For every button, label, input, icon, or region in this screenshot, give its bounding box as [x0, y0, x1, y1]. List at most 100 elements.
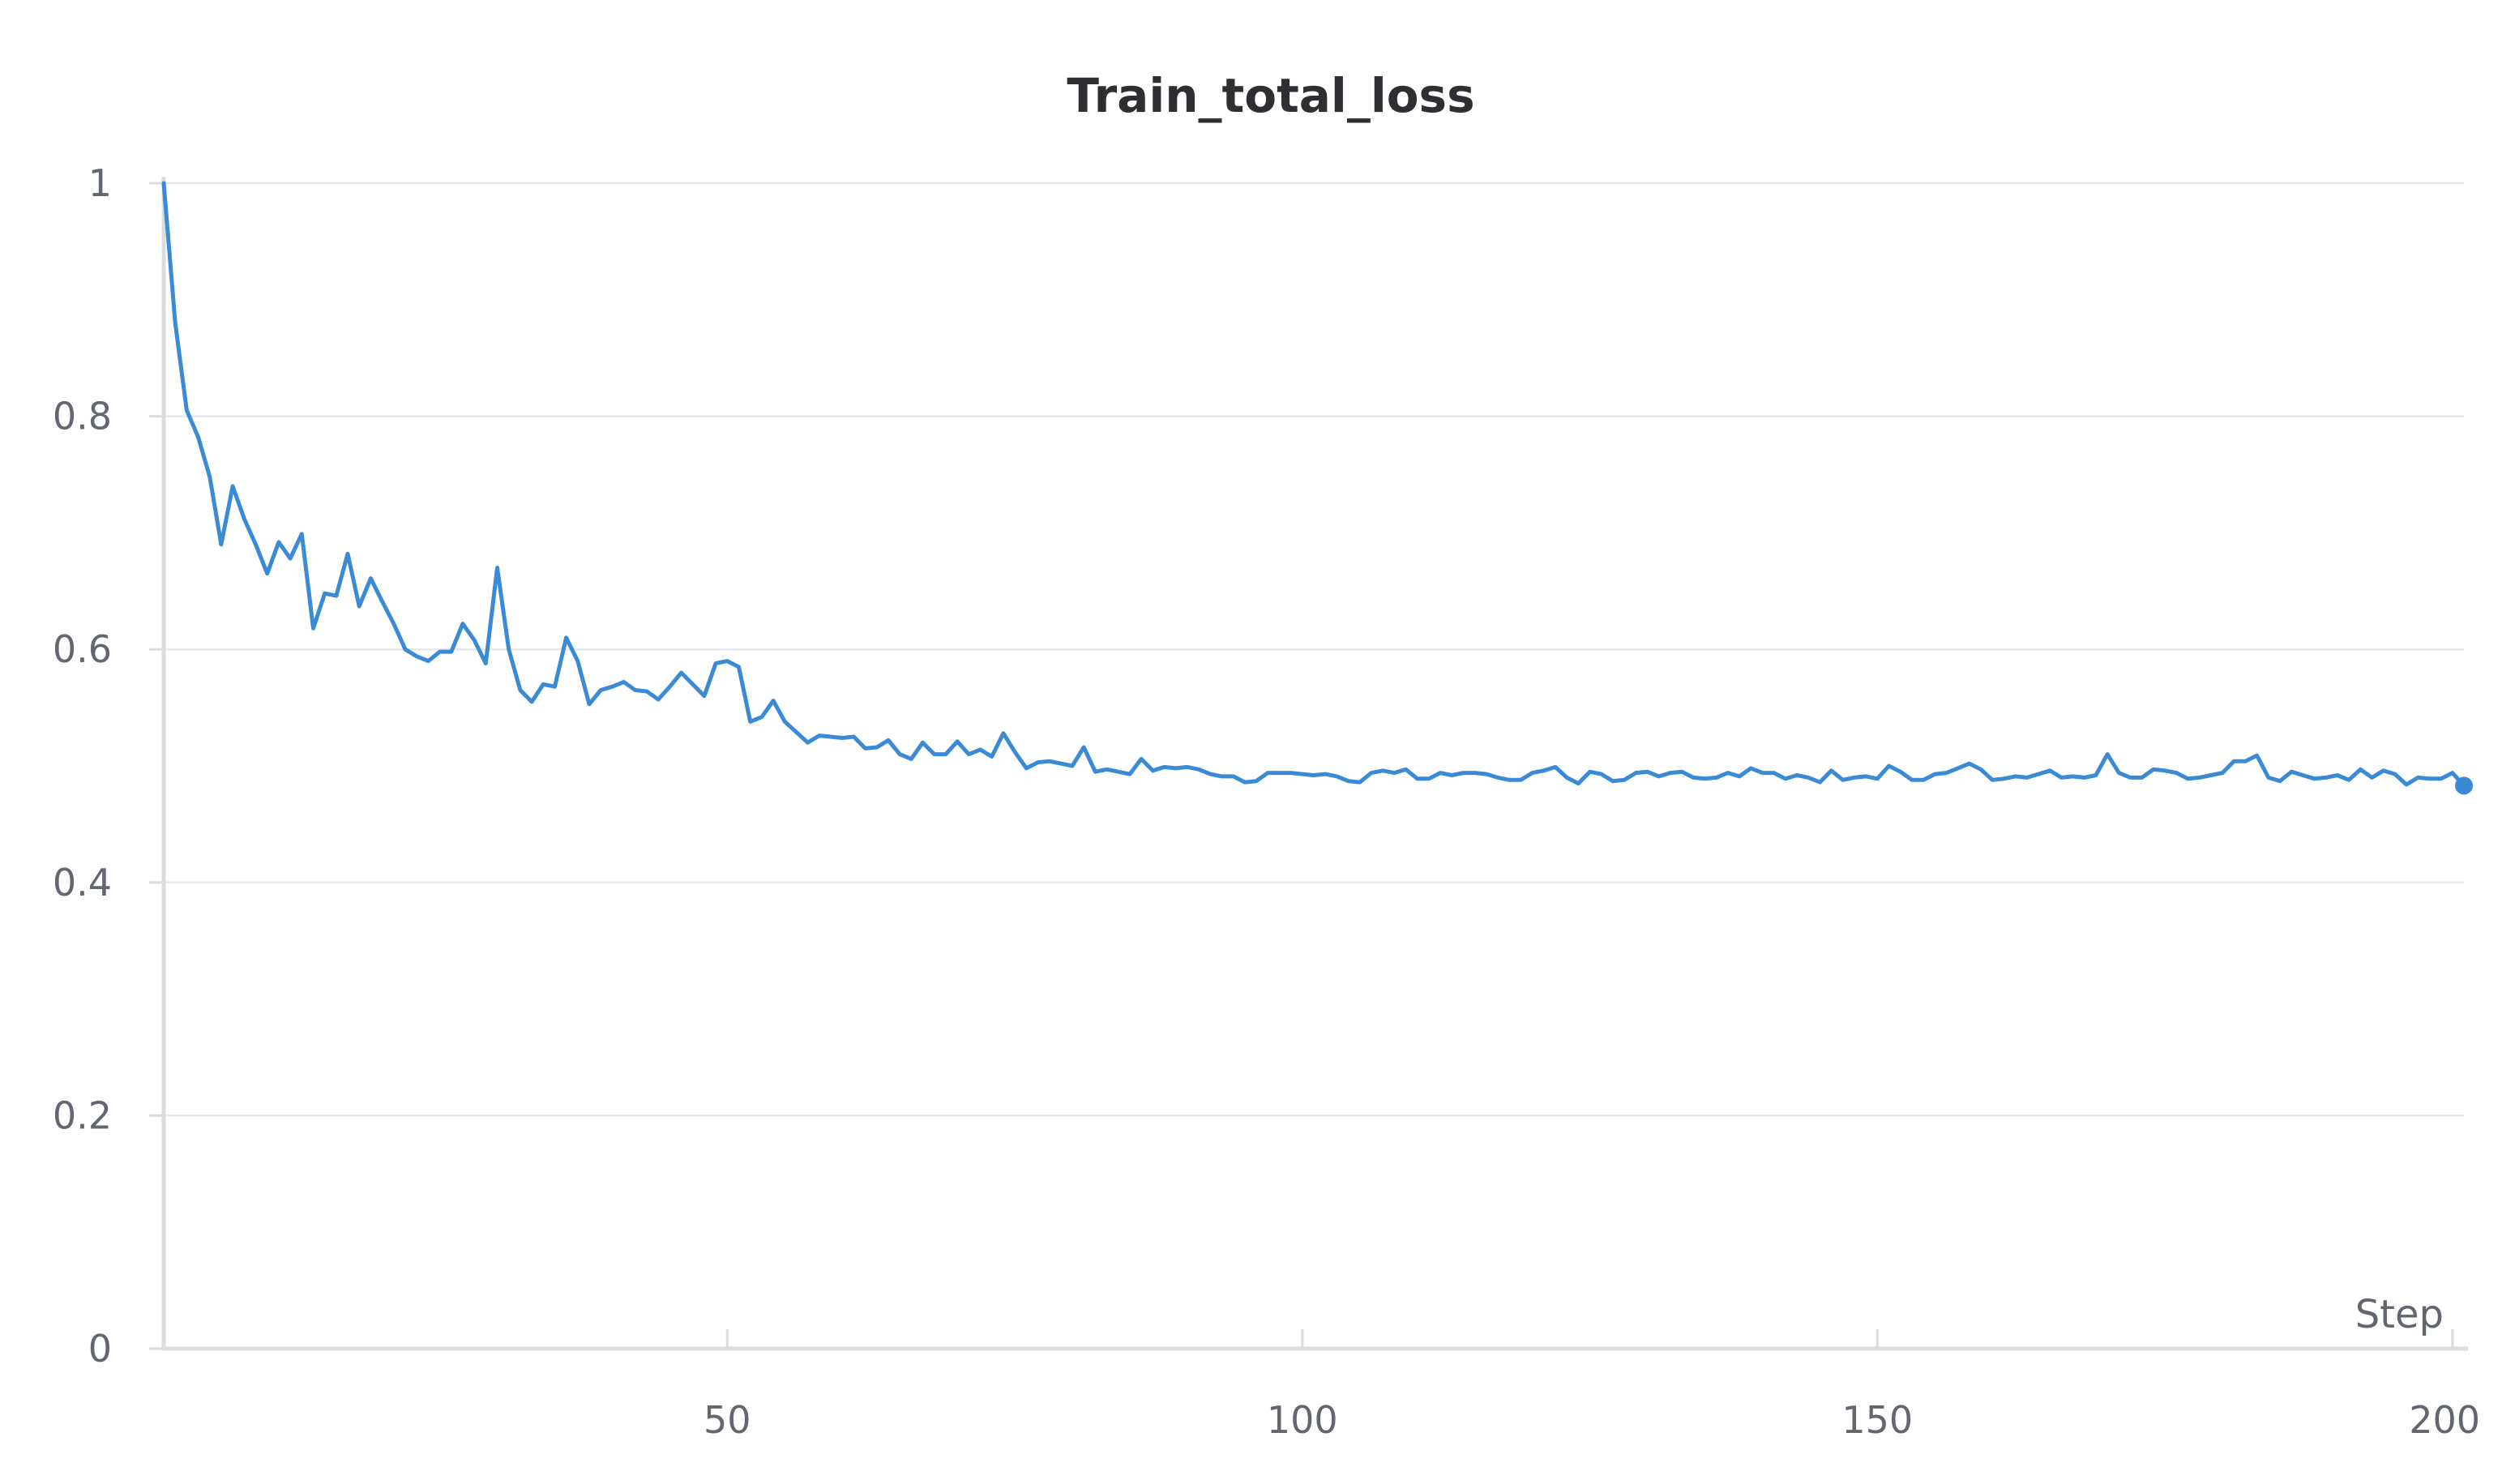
data-point[interactable] — [2358, 767, 2363, 772]
data-point[interactable] — [990, 755, 994, 759]
last-point-marker[interactable] — [2455, 776, 2473, 795]
data-point[interactable] — [806, 740, 811, 745]
data-point[interactable] — [1150, 768, 1155, 773]
data-point[interactable] — [2381, 768, 2386, 773]
data-point[interactable] — [1622, 777, 1627, 782]
data-point[interactable] — [1668, 771, 1673, 776]
data-point[interactable] — [1024, 766, 1029, 771]
data-point[interactable] — [1369, 771, 1374, 776]
data-point[interactable] — [1576, 781, 1580, 786]
data-point[interactable] — [2140, 775, 2145, 780]
data-point[interactable] — [610, 684, 614, 689]
data-point[interactable] — [1231, 774, 1236, 779]
data-point[interactable] — [2059, 775, 2064, 780]
data-point[interactable] — [495, 566, 500, 571]
data-point[interactable] — [207, 474, 212, 479]
data-point[interactable] — [1898, 769, 1903, 774]
data-point[interactable] — [173, 321, 178, 326]
data-point[interactable] — [794, 729, 799, 734]
data-point[interactable] — [1772, 771, 1777, 776]
data-point[interactable] — [1035, 760, 1040, 765]
data-point[interactable] — [2404, 782, 2409, 787]
data-point[interactable] — [1806, 775, 1811, 780]
data-point[interactable] — [2071, 774, 2076, 779]
data-point[interactable] — [1748, 766, 1753, 771]
data-point[interactable] — [2082, 775, 2087, 780]
data-point[interactable] — [1542, 768, 1546, 773]
data-point[interactable] — [368, 576, 373, 581]
data-point[interactable] — [1553, 764, 1558, 769]
data-point[interactable] — [541, 682, 545, 686]
data-point[interactable] — [553, 684, 558, 689]
data-point[interactable] — [1426, 776, 1431, 781]
data-point[interactable] — [943, 752, 948, 757]
data-point[interactable] — [1588, 769, 1593, 774]
data-point[interactable] — [2094, 773, 2098, 778]
data-point[interactable] — [1139, 756, 1144, 761]
data-point[interactable] — [737, 665, 742, 669]
data-point[interactable] — [1794, 773, 1799, 778]
data-point[interactable] — [472, 638, 477, 643]
data-point[interactable] — [2025, 775, 2030, 780]
data-point[interactable] — [1059, 761, 1063, 766]
data-point[interactable] — [288, 556, 293, 561]
data-point[interactable] — [1047, 759, 1052, 763]
data-point[interactable] — [564, 635, 569, 640]
data-point[interactable] — [1185, 764, 1190, 769]
data-point[interactable] — [1105, 767, 1110, 772]
data-point[interactable] — [254, 542, 259, 547]
data-point[interactable] — [644, 689, 649, 694]
data-point[interactable] — [1116, 769, 1121, 774]
data-point[interactable] — [357, 604, 361, 609]
data-point[interactable] — [1887, 763, 1892, 768]
data-point[interactable] — [460, 622, 465, 627]
data-point[interactable] — [875, 745, 879, 750]
data-point[interactable] — [2209, 773, 2213, 778]
data-point[interactable] — [1220, 774, 1225, 779]
data-point[interactable] — [1564, 775, 1569, 780]
data-point[interactable] — [1956, 766, 1961, 771]
data-point[interactable] — [1300, 772, 1305, 776]
data-point[interactable] — [702, 694, 707, 699]
data-point[interactable] — [426, 659, 430, 664]
data-point[interactable] — [840, 736, 845, 741]
data-point[interactable] — [817, 733, 822, 738]
data-point[interactable] — [449, 649, 454, 654]
data-point[interactable] — [1726, 771, 1730, 776]
data-point[interactable] — [1311, 773, 1316, 778]
data-point[interactable] — [1449, 773, 1454, 778]
data-point[interactable] — [1657, 774, 1662, 779]
data-point[interactable] — [1415, 776, 1420, 781]
data-point[interactable] — [2278, 779, 2282, 784]
data-point[interactable] — [1265, 771, 1270, 776]
data-point[interactable] — [2266, 775, 2271, 780]
data-point[interactable] — [886, 738, 891, 742]
data-point[interactable] — [2243, 759, 2248, 763]
data-point[interactable] — [380, 599, 385, 604]
data-point[interactable] — [1404, 767, 1409, 772]
data-point[interactable] — [1507, 777, 1512, 782]
data-point[interactable] — [1599, 772, 1604, 776]
data-point[interactable] — [1852, 775, 1857, 780]
data-point[interactable] — [575, 659, 580, 664]
data-point[interactable] — [2346, 777, 2351, 782]
data-point[interactable] — [598, 688, 603, 693]
data-point[interactable] — [2439, 776, 2444, 781]
data-point[interactable] — [507, 647, 511, 652]
data-point[interactable] — [2128, 775, 2133, 780]
data-point[interactable] — [1380, 768, 1385, 773]
data-point[interactable] — [1461, 771, 1466, 776]
data-point[interactable] — [2036, 772, 2041, 776]
data-point[interactable] — [622, 680, 627, 685]
data-point[interactable] — [782, 719, 787, 724]
data-point[interactable] — [1243, 780, 1247, 785]
data-point[interactable] — [276, 540, 281, 545]
data-point[interactable] — [2289, 769, 2294, 774]
data-point[interactable] — [2001, 776, 2006, 781]
data-point[interactable] — [863, 746, 868, 751]
data-point[interactable] — [1967, 761, 1972, 766]
data-point[interactable] — [196, 435, 201, 440]
data-point[interactable] — [748, 719, 753, 724]
data-point[interactable] — [1484, 772, 1489, 776]
data-point[interactable] — [1817, 780, 1822, 785]
